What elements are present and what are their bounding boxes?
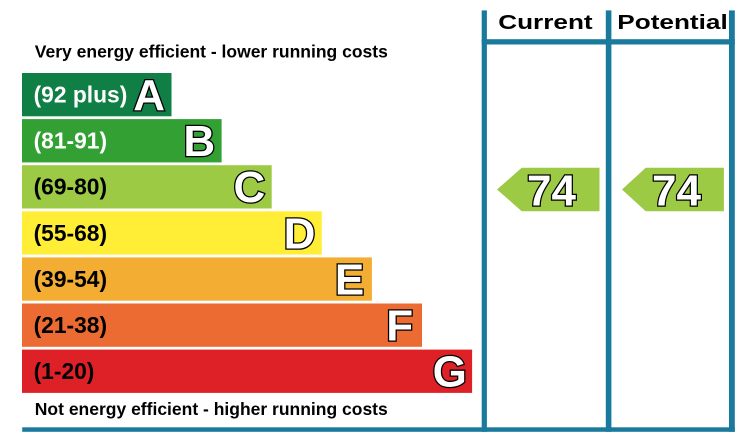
svg-text:74: 74: [652, 166, 701, 215]
svg-text:(21-38): (21-38): [34, 312, 108, 338]
svg-text:74: 74: [527, 166, 576, 215]
svg-text:Not energy efficient - higher: Not energy efficient - higher running co…: [35, 399, 388, 419]
svg-text:A: A: [133, 71, 165, 120]
svg-text:Potential: Potential: [617, 11, 727, 34]
svg-text:(81-91): (81-91): [34, 128, 108, 154]
svg-text:B: B: [183, 117, 215, 166]
svg-text:F: F: [386, 302, 413, 351]
svg-text:(69-80): (69-80): [34, 174, 108, 200]
svg-text:(1-20): (1-20): [34, 358, 95, 384]
svg-text:C: C: [234, 163, 266, 212]
svg-text:(55-68): (55-68): [34, 220, 108, 246]
svg-text:E: E: [335, 255, 364, 304]
svg-text:Very energy efficient - lower: Very energy efficient - lower running co…: [35, 42, 388, 62]
svg-text:Current: Current: [498, 11, 593, 34]
svg-text:G: G: [433, 348, 467, 397]
svg-text:(92 plus): (92 plus): [34, 82, 128, 108]
svg-text:(39-54): (39-54): [34, 266, 108, 292]
svg-text:D: D: [284, 209, 316, 258]
